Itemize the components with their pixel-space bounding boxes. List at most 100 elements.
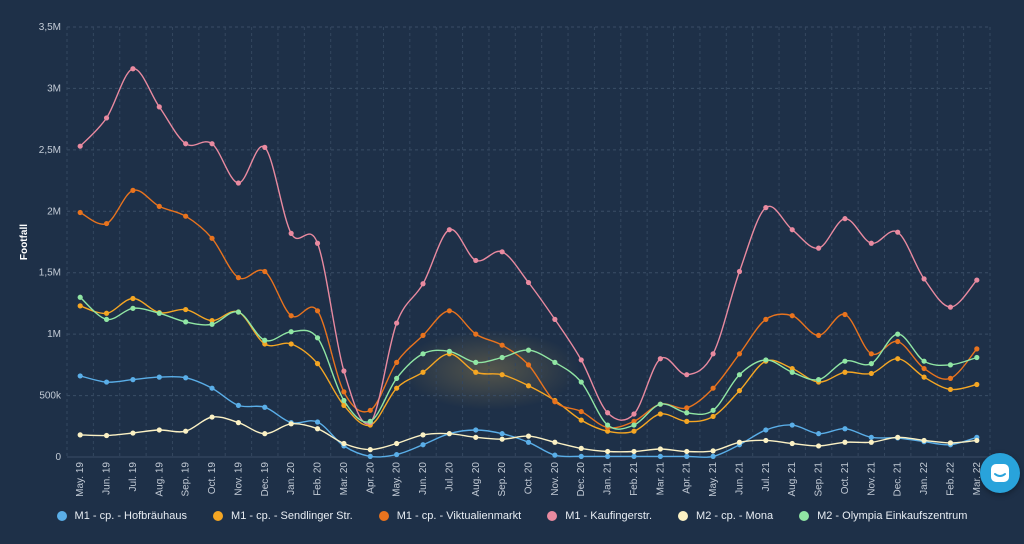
- data-point[interactable]: [420, 442, 426, 448]
- data-point[interactable]: [420, 351, 426, 357]
- data-point[interactable]: [789, 440, 795, 447]
- data-point[interactable]: [631, 418, 637, 424]
- legend-item[interactable]: M1 - cp. - Sendlinger Str.: [213, 510, 353, 522]
- data-point[interactable]: [552, 316, 558, 322]
- data-point[interactable]: [367, 418, 373, 424]
- data-point[interactable]: [578, 357, 584, 363]
- data-point[interactable]: [974, 437, 980, 444]
- data-point[interactable]: [288, 421, 294, 427]
- data-point[interactable]: [736, 372, 743, 378]
- data-point[interactable]: [156, 310, 162, 316]
- data-point[interactable]: [394, 385, 400, 391]
- data-point[interactable]: [420, 281, 426, 287]
- data-point[interactable]: [684, 405, 690, 411]
- data-point[interactable]: [921, 437, 927, 444]
- legend-item[interactable]: M1 - Kaufingerstr.: [547, 510, 652, 522]
- data-point[interactable]: [156, 104, 162, 110]
- data-point[interactable]: [394, 375, 400, 381]
- data-point[interactable]: [684, 448, 690, 455]
- data-point[interactable]: [947, 375, 954, 381]
- data-point[interactable]: [341, 389, 347, 395]
- data-point[interactable]: [684, 410, 690, 416]
- data-point[interactable]: [473, 257, 479, 264]
- data-point[interactable]: [183, 141, 189, 147]
- data-point[interactable]: [525, 433, 532, 439]
- data-point[interactable]: [710, 351, 716, 357]
- data-point[interactable]: [974, 354, 980, 361]
- data-point[interactable]: [947, 304, 954, 310]
- data-point[interactable]: [895, 356, 901, 362]
- data-point[interactable]: [710, 413, 716, 420]
- data-point[interactable]: [314, 426, 321, 432]
- data-point[interactable]: [789, 227, 795, 233]
- data-point[interactable]: [473, 331, 479, 337]
- data-point[interactable]: [657, 453, 663, 459]
- data-point[interactable]: [314, 240, 321, 246]
- data-point[interactable]: [473, 369, 479, 375]
- data-point[interactable]: [525, 383, 532, 389]
- data-point[interactable]: [183, 213, 189, 219]
- data-point[interactable]: [209, 235, 215, 241]
- data-point[interactable]: [736, 439, 743, 445]
- data-point[interactable]: [367, 447, 373, 453]
- data-point[interactable]: [420, 432, 426, 438]
- data-point[interactable]: [710, 407, 716, 413]
- data-point[interactable]: [499, 372, 505, 378]
- data-point[interactable]: [868, 439, 874, 445]
- data-point[interactable]: [789, 369, 795, 375]
- data-point[interactable]: [473, 359, 479, 365]
- data-point[interactable]: [156, 427, 162, 433]
- data-point[interactable]: [262, 144, 268, 150]
- data-point[interactable]: [209, 141, 215, 147]
- data-point[interactable]: [947, 362, 954, 368]
- data-point[interactable]: [367, 453, 373, 459]
- data-point[interactable]: [367, 407, 373, 413]
- data-point[interactable]: [235, 402, 242, 408]
- data-point[interactable]: [103, 310, 110, 316]
- data-point[interactable]: [552, 452, 558, 458]
- data-point[interactable]: [262, 404, 268, 410]
- data-point[interactable]: [156, 374, 162, 380]
- data-point[interactable]: [499, 342, 505, 348]
- data-point[interactable]: [130, 377, 136, 383]
- data-point[interactable]: [341, 402, 347, 408]
- data-point[interactable]: [895, 338, 901, 345]
- data-point[interactable]: [288, 230, 294, 236]
- data-point[interactable]: [499, 436, 505, 442]
- data-point[interactable]: [736, 268, 743, 275]
- data-point[interactable]: [552, 439, 558, 445]
- data-point[interactable]: [684, 418, 690, 424]
- data-point[interactable]: [209, 414, 215, 420]
- data-point[interactable]: [974, 346, 980, 352]
- data-point[interactable]: [815, 443, 822, 449]
- data-point[interactable]: [130, 295, 136, 302]
- legend-item[interactable]: M1 - cp. - Viktualienmarkt: [378, 510, 521, 522]
- data-point[interactable]: [974, 277, 980, 283]
- data-point[interactable]: [605, 448, 611, 455]
- data-point[interactable]: [288, 329, 294, 335]
- legend-item[interactable]: M2 - Olympia Einkaufszentrum: [799, 510, 967, 522]
- data-point[interactable]: [341, 368, 347, 374]
- data-point[interactable]: [473, 427, 479, 433]
- data-point[interactable]: [235, 420, 242, 426]
- data-point[interactable]: [77, 143, 83, 149]
- data-point[interactable]: [130, 305, 136, 311]
- data-point[interactable]: [763, 427, 769, 433]
- data-point[interactable]: [473, 434, 479, 440]
- data-point[interactable]: [684, 372, 690, 378]
- data-point[interactable]: [578, 408, 584, 415]
- data-point[interactable]: [314, 361, 321, 367]
- data-point[interactable]: [815, 332, 822, 338]
- data-point[interactable]: [815, 245, 822, 251]
- data-point[interactable]: [605, 422, 611, 428]
- data-point[interactable]: [341, 397, 347, 404]
- data-point[interactable]: [420, 369, 426, 375]
- data-point[interactable]: [394, 359, 400, 365]
- data-point[interactable]: [789, 313, 795, 319]
- data-point[interactable]: [895, 331, 901, 337]
- data-point[interactable]: [921, 365, 927, 372]
- data-point[interactable]: [710, 385, 716, 391]
- data-point[interactable]: [446, 431, 452, 437]
- data-point[interactable]: [578, 445, 584, 451]
- data-point[interactable]: [499, 354, 505, 361]
